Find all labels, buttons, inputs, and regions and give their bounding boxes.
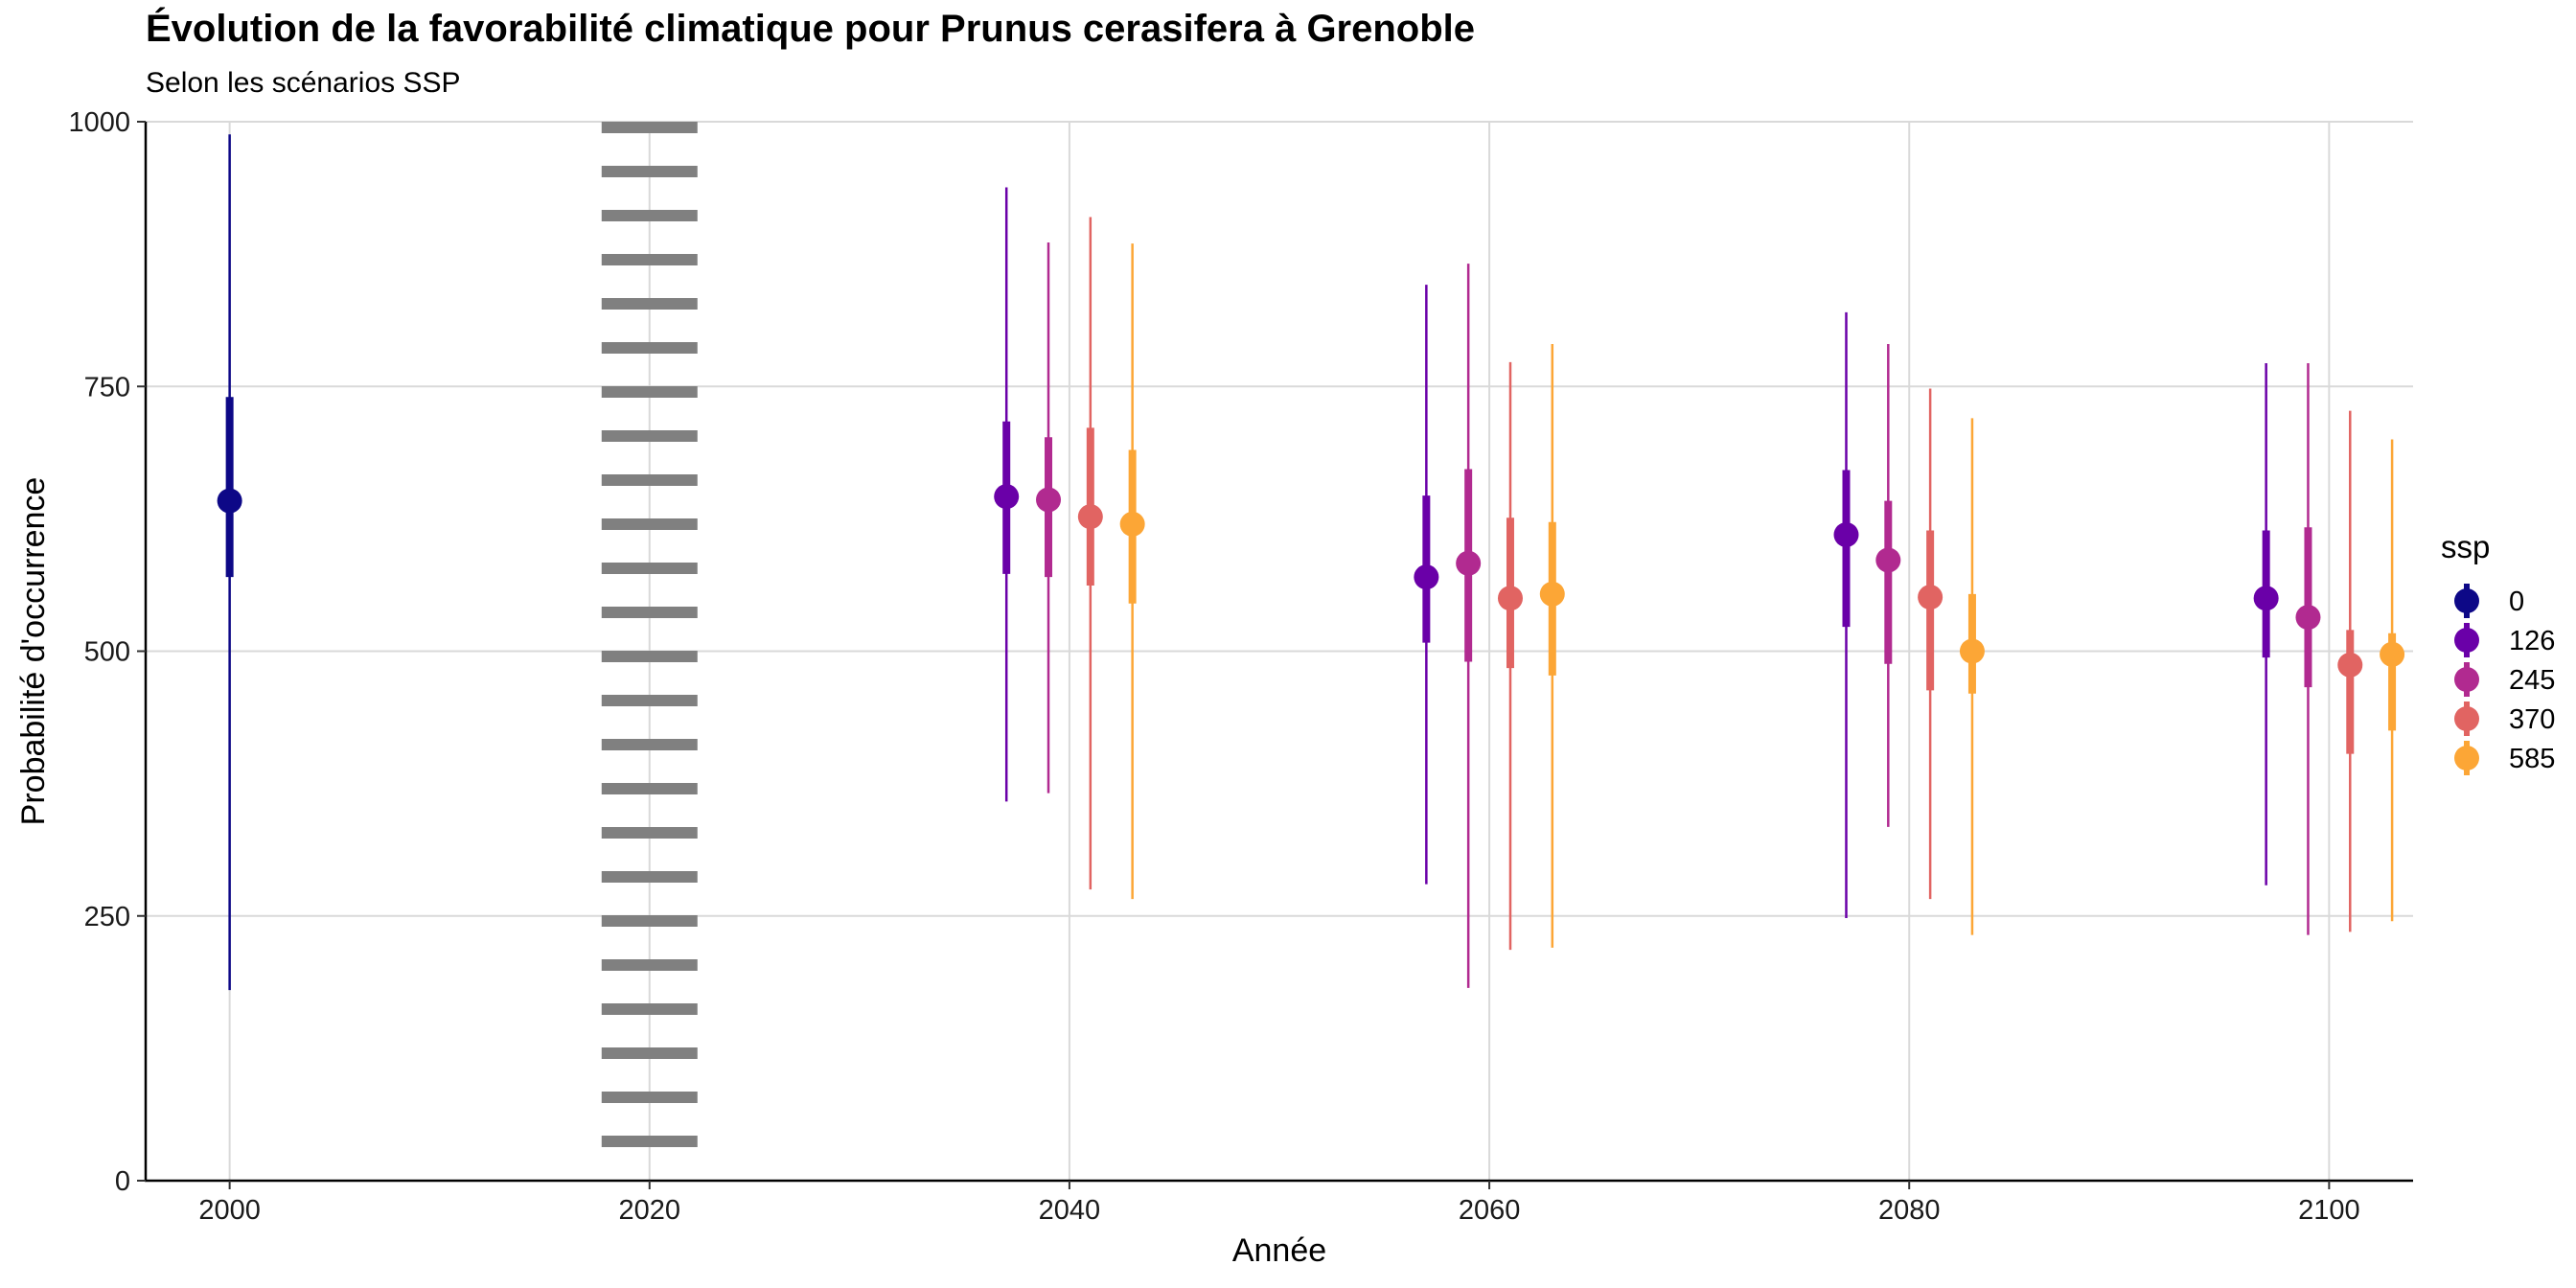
y-axis-title: Probabilité d'occurrence bbox=[15, 477, 52, 826]
point-585-2063 bbox=[1539, 581, 1565, 607]
legend-key-dot-0 bbox=[2454, 588, 2479, 613]
legend-key-dot-126 bbox=[2454, 628, 2479, 653]
point-245-2059 bbox=[1456, 550, 1482, 576]
legend-title: ssp bbox=[2441, 529, 2490, 564]
legend-key-dot-370 bbox=[2454, 706, 2479, 731]
legend-key-dot-245 bbox=[2454, 667, 2479, 692]
legend-label-0: 0 bbox=[2509, 586, 2524, 617]
legend-label-370: 370 bbox=[2509, 704, 2555, 735]
point-245-2039 bbox=[1036, 487, 1062, 513]
legend-label-585: 585 bbox=[2509, 744, 2555, 774]
point-126-2037 bbox=[994, 484, 1020, 510]
x-tick-label: 2000 bbox=[198, 1195, 261, 1226]
point-370-2041 bbox=[1077, 504, 1103, 530]
y-tick-label: 0 bbox=[115, 1166, 130, 1197]
x-tick-label: 2080 bbox=[1878, 1195, 1941, 1226]
point-126-2097 bbox=[2253, 586, 2279, 611]
legend-label-126: 126 bbox=[2509, 626, 2555, 656]
point-126-2077 bbox=[1833, 521, 1859, 547]
legend-key-dot-585 bbox=[2454, 746, 2479, 770]
point-585-2043 bbox=[1119, 511, 1145, 537]
x-tick-label: 2020 bbox=[619, 1195, 681, 1226]
chart-title: Évolution de la favorabilité climatique … bbox=[146, 8, 1476, 50]
x-tick-label: 2040 bbox=[1039, 1195, 1101, 1226]
x-tick-label: 2100 bbox=[2298, 1195, 2360, 1226]
point-126-2057 bbox=[1414, 564, 1439, 590]
point-245-2099 bbox=[2295, 605, 2321, 631]
y-tick-label: 500 bbox=[84, 637, 130, 668]
point-370-2081 bbox=[1918, 585, 1944, 610]
y-tick-label: 1000 bbox=[68, 107, 130, 138]
point-370-2101 bbox=[2337, 652, 2363, 678]
x-tick-label: 2060 bbox=[1459, 1195, 1521, 1226]
point-585-2083 bbox=[1959, 638, 1985, 664]
point-0-2000 bbox=[217, 488, 242, 514]
legend-label-245: 245 bbox=[2509, 665, 2555, 696]
chart-subtitle: Selon les scénarios SSP bbox=[146, 67, 461, 99]
point-245-2079 bbox=[1875, 547, 1901, 573]
point-585-2103 bbox=[2380, 641, 2405, 667]
x-axis-title: Année bbox=[1232, 1232, 1326, 1269]
y-tick-label: 750 bbox=[84, 372, 130, 402]
point-370-2061 bbox=[1497, 586, 1523, 611]
y-tick-label: 250 bbox=[84, 902, 130, 932]
